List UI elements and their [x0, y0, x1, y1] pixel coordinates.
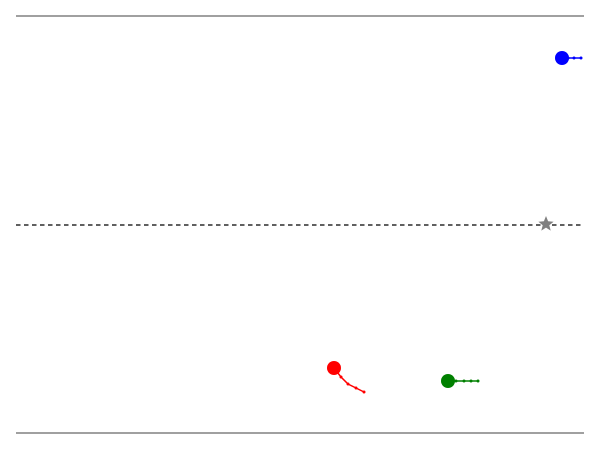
green-agent-trail-dot: [462, 379, 466, 383]
green-agent: [441, 374, 480, 388]
blue-agent: [555, 51, 583, 65]
red-agent-trail-dot: [339, 375, 343, 379]
red-agent-trail-dot: [362, 390, 366, 394]
red-agent-body: [327, 361, 341, 375]
green-agent-trail-dot: [469, 379, 473, 383]
red-agent-trail-dot: [354, 386, 358, 390]
green-agent-body: [441, 374, 455, 388]
target-star-icon: [538, 216, 554, 231]
green-agent-trail-dot: [476, 379, 480, 383]
red-agent: [327, 361, 366, 394]
blue-agent-trail-dot: [579, 56, 583, 60]
red-agent-trail-dot: [346, 382, 350, 386]
green-agent-trail-dot: [454, 379, 458, 383]
blue-agent-trail-dot: [572, 56, 576, 60]
blue-agent-body: [555, 51, 569, 65]
